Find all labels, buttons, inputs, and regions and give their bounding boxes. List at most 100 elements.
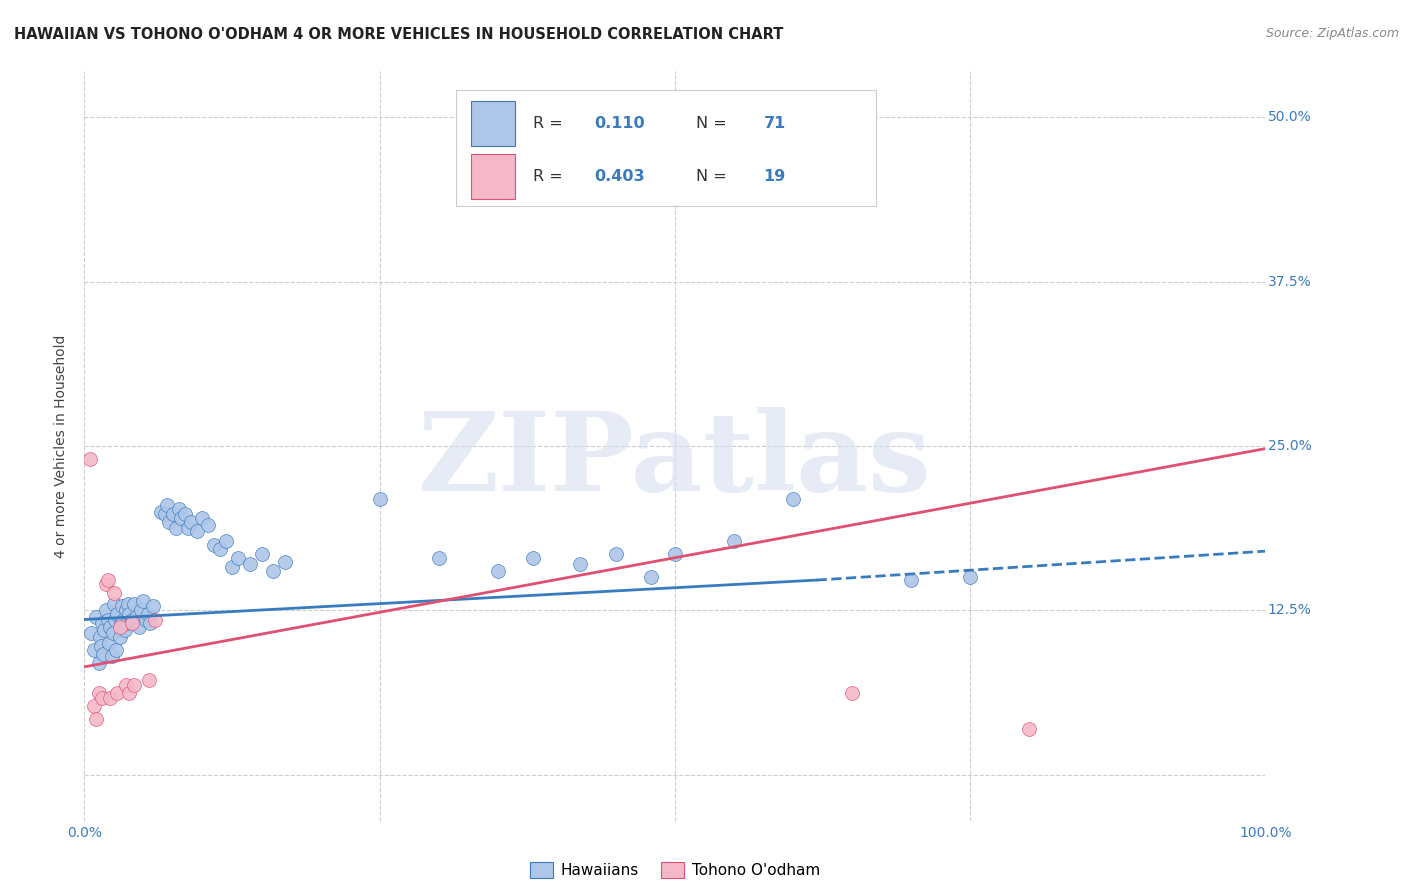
- Point: [100, 649, 122, 664]
- Point: [177, 520, 200, 534]
- Point: [87, 686, 110, 700]
- Point: [841, 686, 863, 700]
- Point: [368, 491, 391, 506]
- Point: [79, 452, 101, 467]
- Point: [91, 691, 114, 706]
- Point: [723, 533, 745, 548]
- Point: [782, 491, 804, 506]
- Point: [153, 508, 176, 522]
- Point: [94, 603, 117, 617]
- Point: [129, 603, 152, 617]
- Point: [89, 630, 111, 644]
- Point: [250, 547, 273, 561]
- Point: [103, 586, 125, 600]
- Point: [142, 599, 165, 614]
- Point: [274, 555, 297, 569]
- Point: [121, 613, 143, 627]
- Point: [115, 616, 138, 631]
- Point: [156, 498, 179, 512]
- Point: [94, 577, 117, 591]
- Point: [98, 620, 121, 634]
- Point: [186, 524, 208, 539]
- Point: [427, 550, 450, 565]
- Point: [98, 691, 121, 706]
- FancyBboxPatch shape: [457, 90, 876, 206]
- Point: [128, 620, 150, 634]
- Point: [98, 636, 121, 650]
- Point: [93, 623, 115, 637]
- Point: [197, 517, 219, 532]
- Point: [107, 686, 129, 700]
- Text: 25.0%: 25.0%: [1268, 439, 1312, 453]
- Legend: Hawaiians, Tohono O'odham: Hawaiians, Tohono O'odham: [523, 856, 827, 884]
- Point: [118, 607, 141, 622]
- Point: [143, 613, 166, 627]
- Point: [107, 607, 129, 622]
- Point: [959, 570, 981, 584]
- Point: [170, 511, 193, 525]
- Point: [167, 502, 190, 516]
- Point: [90, 639, 112, 653]
- Point: [80, 625, 103, 640]
- Point: [121, 616, 143, 631]
- Point: [139, 616, 162, 631]
- Point: [105, 642, 128, 657]
- Point: [569, 558, 592, 572]
- Y-axis label: 4 or more Vehicles in Household: 4 or more Vehicles in Household: [55, 334, 69, 558]
- Point: [226, 550, 249, 565]
- Text: N =: N =: [696, 116, 733, 131]
- Point: [114, 603, 136, 617]
- Point: [262, 564, 284, 578]
- Point: [122, 597, 145, 611]
- Point: [180, 515, 202, 529]
- Point: [173, 508, 195, 522]
- Point: [209, 541, 232, 556]
- Text: 71: 71: [763, 116, 786, 131]
- Text: 0.403: 0.403: [595, 169, 645, 184]
- Point: [221, 560, 243, 574]
- FancyBboxPatch shape: [471, 102, 516, 146]
- Point: [191, 511, 214, 525]
- Point: [104, 613, 127, 627]
- Point: [97, 573, 120, 587]
- Point: [166, 520, 188, 534]
- Point: [110, 616, 132, 631]
- Point: [202, 538, 225, 552]
- Point: [87, 656, 110, 670]
- Text: 37.5%: 37.5%: [1268, 275, 1312, 289]
- Text: 12.5%: 12.5%: [1268, 603, 1312, 617]
- Point: [239, 558, 262, 572]
- Point: [135, 613, 157, 627]
- Point: [84, 610, 107, 624]
- Point: [900, 573, 922, 587]
- Point: [122, 678, 145, 692]
- Point: [97, 613, 120, 627]
- Point: [114, 678, 136, 692]
- FancyBboxPatch shape: [471, 153, 516, 199]
- Point: [103, 597, 125, 611]
- Text: 19: 19: [763, 169, 786, 184]
- Point: [111, 599, 134, 614]
- Point: [125, 610, 148, 624]
- Point: [108, 630, 131, 644]
- Point: [605, 547, 627, 561]
- Point: [215, 533, 238, 548]
- Point: [118, 686, 141, 700]
- Point: [83, 642, 105, 657]
- Point: [83, 699, 105, 714]
- Point: [132, 594, 155, 608]
- Point: [91, 616, 114, 631]
- Point: [157, 515, 180, 529]
- Point: [486, 564, 509, 578]
- Text: 0.110: 0.110: [595, 116, 645, 131]
- Text: ZIPatlas: ZIPatlas: [418, 408, 932, 515]
- Point: [150, 505, 173, 519]
- Point: [136, 607, 159, 622]
- Point: [112, 613, 135, 627]
- Point: [108, 620, 131, 634]
- Text: Source: ZipAtlas.com: Source: ZipAtlas.com: [1265, 27, 1399, 40]
- Point: [91, 647, 114, 661]
- Text: R =: R =: [533, 116, 568, 131]
- Point: [664, 547, 686, 561]
- Point: [162, 508, 184, 522]
